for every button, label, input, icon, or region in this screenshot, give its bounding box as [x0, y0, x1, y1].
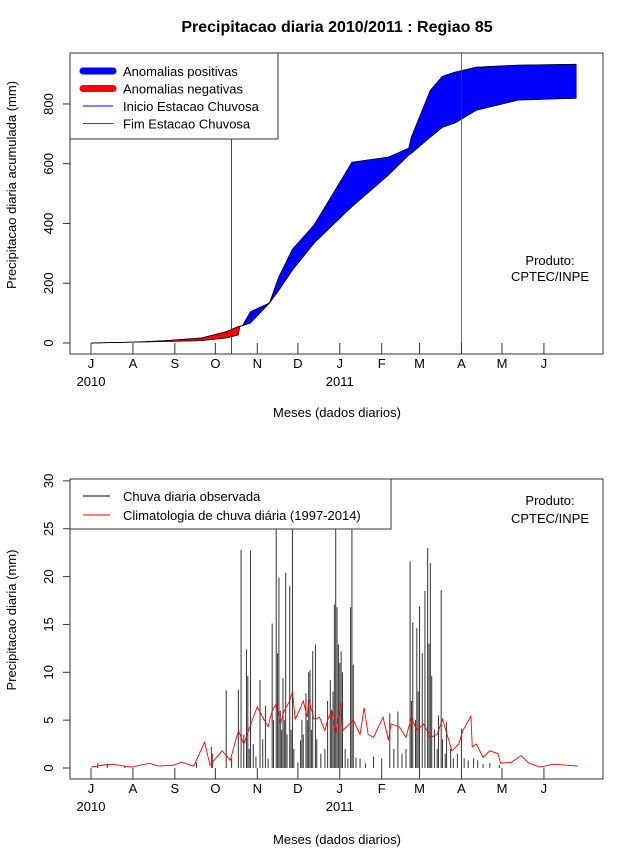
year-label: 2010: [77, 374, 106, 389]
x-tick-label: M: [414, 356, 425, 371]
year-label: 2011: [326, 799, 354, 814]
y-tick-label: 800: [41, 93, 56, 115]
legend: Chuva diaria observada Climatologia de ch…: [69, 478, 392, 530]
y-tick-label: 10: [41, 665, 56, 679]
y-tick-label: 400: [41, 213, 56, 235]
y-tick-label: 200: [41, 272, 56, 294]
positive-anomaly-area: [388, 147, 409, 176]
legend-label: Climatologia de chuva diária (1997-2014): [123, 508, 361, 523]
x-tick-label: A: [457, 781, 466, 796]
product-label: CPTEC/INPE: [511, 511, 589, 526]
y-tick-label: 5: [41, 717, 56, 724]
x-tick-label: J: [337, 356, 344, 371]
product-label: Produto:: [525, 253, 574, 268]
positive-anomaly-area: [430, 75, 443, 138]
year-label: 2010: [77, 799, 106, 814]
positive-anomaly-area: [442, 71, 455, 128]
y-tick-label: 0: [41, 764, 56, 771]
y-axis-label: Precipitacao diaria acumulada (mm): [4, 81, 19, 289]
y-tick-label: 30: [41, 474, 56, 488]
x-tick-label: F: [378, 781, 386, 796]
x-axis-label: Meses (dados diarios): [273, 832, 401, 847]
product-label: CPTEC/INPE: [511, 269, 589, 284]
x-tick-label: M: [497, 781, 508, 796]
legend-label: Inicio Estacao Chuvosa: [123, 99, 260, 114]
x-tick-label: A: [457, 356, 466, 371]
y-tick-label: 20: [41, 569, 56, 583]
positive-anomaly-area: [476, 64, 519, 111]
x-tick-label: J: [88, 781, 95, 796]
legend-label: Anomalias negativas: [123, 82, 243, 97]
legend-label: Chuva diaria observada: [123, 489, 261, 504]
x-tick-label: J: [541, 781, 548, 796]
positive-anomaly-area: [517, 63, 577, 101]
observed-cumulative-line: [90, 63, 577, 344]
plot-frame: [69, 52, 604, 355]
legend: Anomalias positivas Anomalias negativas In…: [69, 52, 279, 140]
climatology-cumulative-line: [90, 97, 577, 344]
x-tick-label: O: [210, 781, 220, 796]
x-tick-label: S: [170, 781, 179, 796]
bottom-plot: J A S O N D J F M A M J 2010 2011 0 5 10 15 20 25 30 Meses (d…: [4, 474, 604, 847]
product-label: Produto:: [525, 493, 574, 508]
x-tick-label: J: [541, 356, 548, 371]
x-tick-label: M: [497, 356, 508, 371]
y-tick-label: 15: [41, 617, 56, 631]
positive-anomaly-area: [411, 90, 431, 154]
x-axis-label: Meses (dados diarios): [273, 405, 401, 420]
x-tick-label: M: [414, 781, 425, 796]
x-tick-label: J: [337, 781, 344, 796]
x-tick-label: S: [170, 356, 179, 371]
positive-anomaly-area: [313, 179, 342, 244]
y-tick-label: 0: [41, 339, 56, 346]
y-tick-label: 600: [41, 153, 56, 175]
positive-anomaly-area: [278, 249, 293, 291]
legend-box: [69, 478, 392, 530]
y-tick-label: 25: [41, 522, 56, 536]
x-tick-label: A: [129, 781, 138, 796]
x-tick-label: N: [253, 356, 262, 371]
x-tick-label: O: [210, 356, 220, 371]
climatology-line: [90, 691, 578, 768]
legend-box: [69, 52, 279, 140]
top-plot: J A S O N D J F M A M J 2010 2011 0 200 400 600 800 Meses (…: [4, 52, 604, 420]
positive-anomaly-area: [351, 156, 389, 208]
legend-label: Fim Estacao Chuvosa: [123, 117, 251, 132]
x-tick-label: D: [293, 356, 302, 371]
y-axis-label: Precipitacao diaria (mm): [4, 550, 19, 691]
legend-label: Anomalias positivas: [123, 64, 238, 79]
x-tick-label: N: [253, 781, 262, 796]
x-tick-label: F: [378, 356, 386, 371]
positive-anomaly-area: [454, 66, 477, 124]
x-tick-label: D: [293, 781, 302, 796]
x-tick-label: J: [88, 356, 95, 371]
chart-title: Precipitacao diaria 2010/2011 : Regiao 8…: [181, 19, 492, 36]
x-tick-label: A: [129, 356, 138, 371]
year-label: 2011: [326, 374, 354, 389]
